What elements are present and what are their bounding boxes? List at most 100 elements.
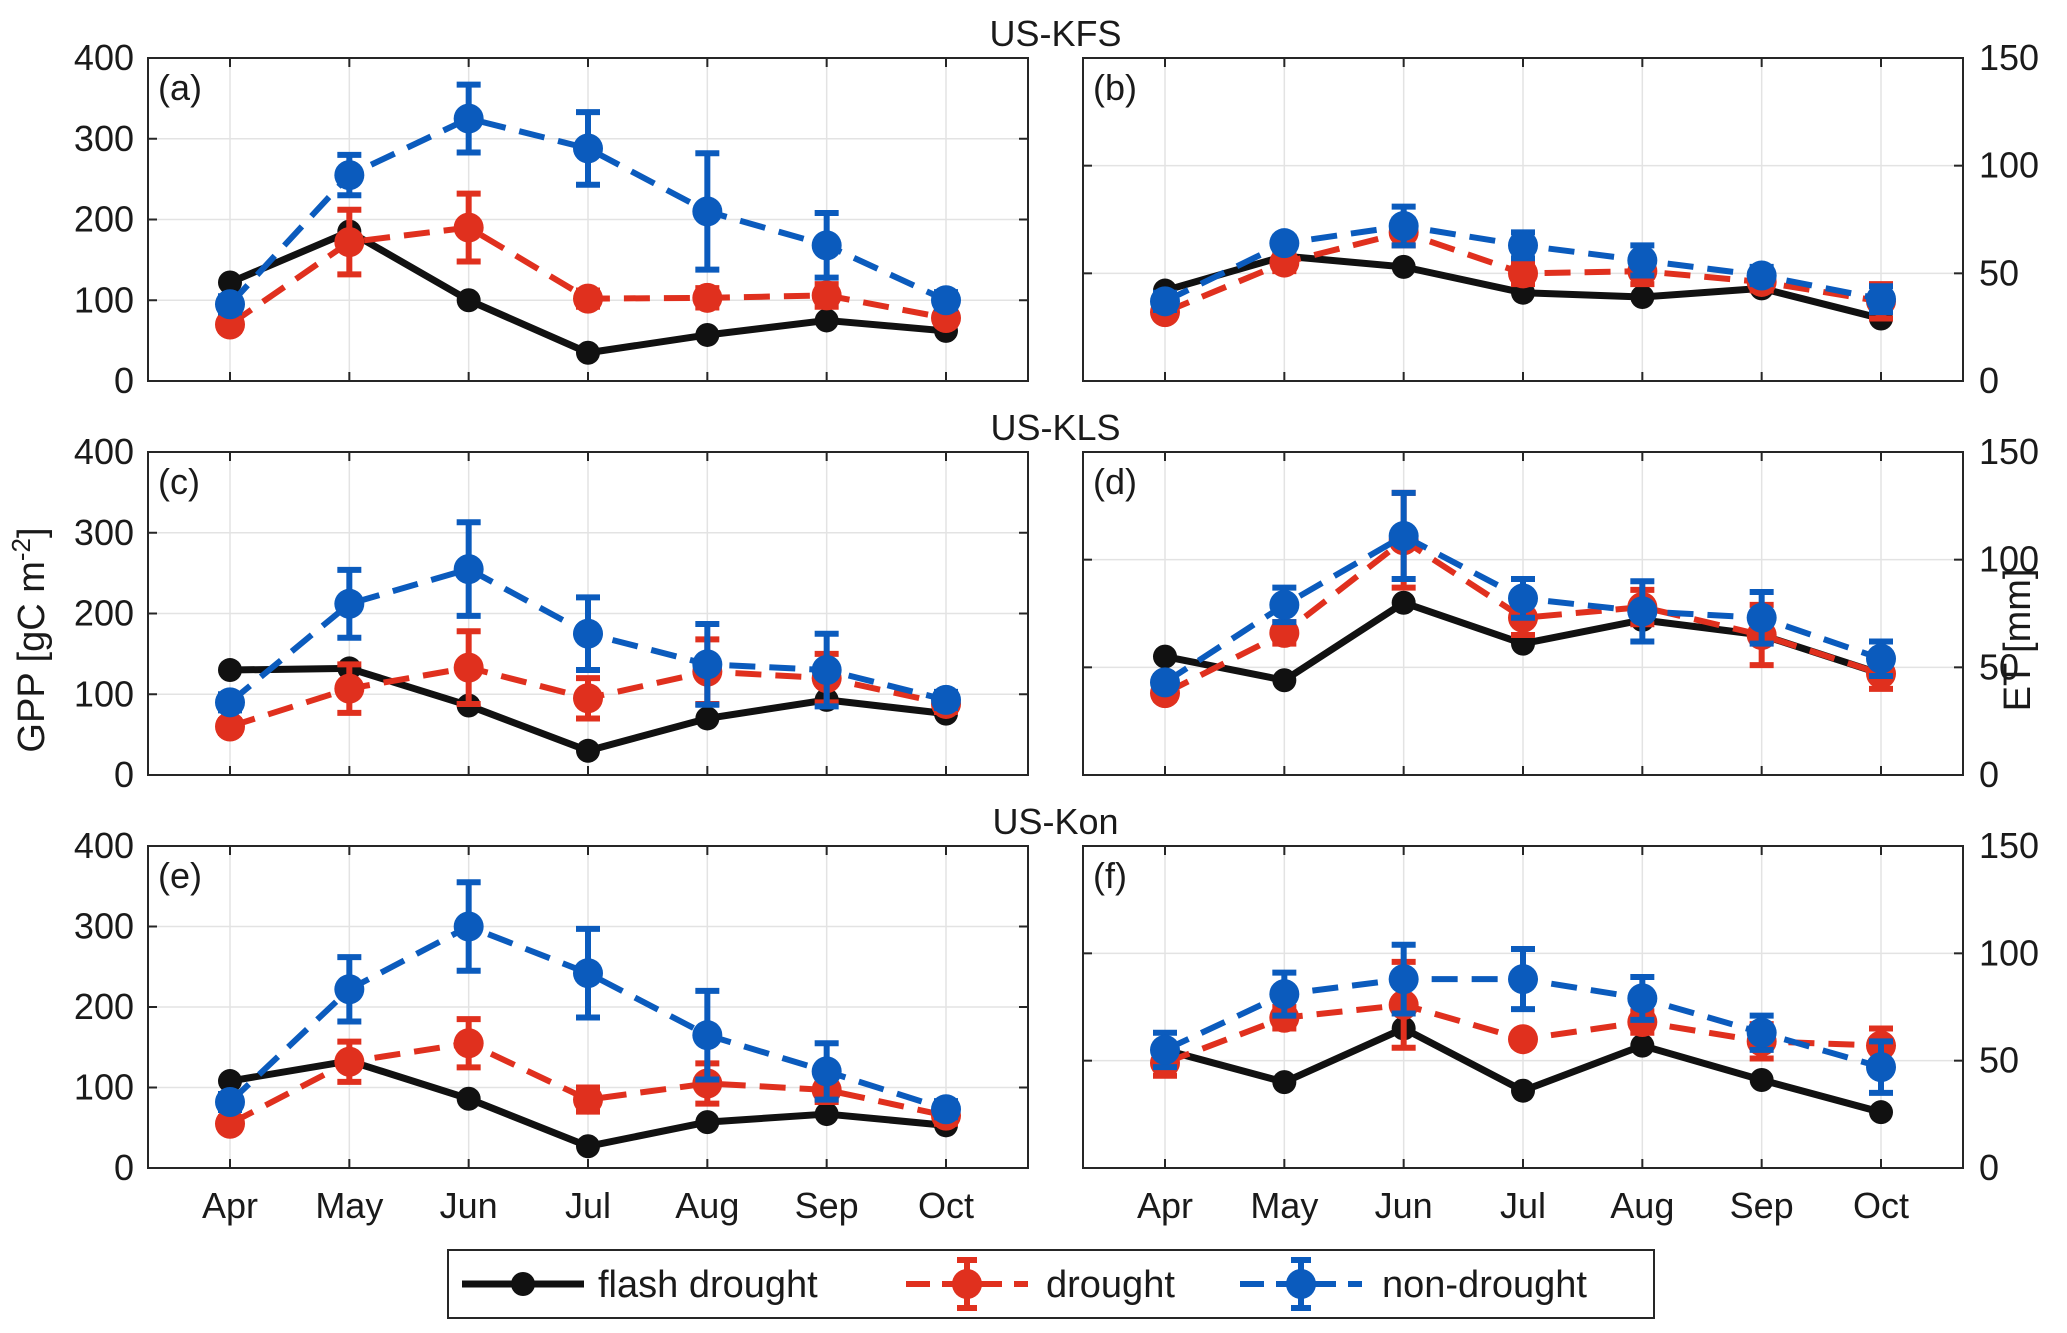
y-tick-label: 0 (114, 754, 134, 795)
series-drought (215, 190, 961, 340)
legend-label: flash drought (598, 1264, 818, 1306)
legend-marker (952, 1269, 982, 1299)
panel-label: (e) (158, 855, 202, 896)
nondrought-point (1746, 260, 1777, 291)
drought-point (334, 673, 365, 704)
x-tick-label: Jun (440, 1185, 498, 1226)
x-tick-label: Sep (795, 1185, 859, 1226)
x-tick-label: Apr (202, 1185, 258, 1226)
legend-box (447, 1249, 1655, 1319)
nondrought-point (573, 618, 603, 649)
series-nondrought (215, 879, 961, 1125)
flash-point (1272, 668, 1297, 693)
nondrought-point (453, 554, 484, 585)
nondrought-point (453, 911, 484, 942)
nondrought-point (692, 649, 723, 680)
flash-point (1391, 254, 1416, 279)
drought-point (453, 652, 484, 683)
drought-point (573, 283, 603, 314)
site-title: US-KLS (990, 407, 1120, 448)
nondrought-point (811, 655, 842, 686)
y-tick-label: 300 (74, 512, 134, 553)
nondrought-point (1388, 964, 1419, 995)
drought-point (573, 1084, 603, 1115)
flash-point (1391, 590, 1416, 615)
panel-label: (c) (158, 461, 200, 502)
panel-a: 0 100 200 300 400 (a) (74, 37, 1029, 401)
legend-label: non-drought (1382, 1264, 1587, 1306)
flash-point (576, 1134, 600, 1159)
legend-marker (511, 1272, 535, 1296)
nondrought-point (1866, 643, 1896, 674)
panel-label: (b) (1093, 67, 1137, 108)
x-tick-label: May (315, 1185, 383, 1226)
drought-point (215, 711, 245, 742)
y-tick-label: 400 (74, 37, 134, 78)
flash-point (218, 1069, 242, 1094)
y-tick-label: 200 (74, 593, 134, 634)
nondrought-point (334, 160, 365, 191)
flash-point (1272, 1070, 1297, 1095)
x-tick-label: May (1250, 1185, 1318, 1226)
nondrought-point (573, 958, 603, 989)
panel-label: (a) (158, 67, 202, 108)
flash-point (576, 340, 600, 365)
nondrought-point (1269, 589, 1300, 620)
y-tick-label: 300 (74, 906, 134, 947)
nondrought-point (1508, 583, 1538, 614)
y-tick-label: 0 (1979, 1147, 1999, 1188)
nondrought-point (1746, 602, 1777, 633)
y-tick-label: 0 (1979, 754, 1999, 795)
x-tick-label: Apr (1137, 1185, 1193, 1226)
y-tick-label: 50 (1979, 646, 2019, 687)
flash-point (218, 270, 242, 295)
y-tick-label: 100 (1979, 932, 2039, 973)
flash-point (576, 738, 600, 763)
x-tick-label: Aug (1610, 1185, 1674, 1226)
series-nondrought (1150, 941, 1896, 1096)
x-tick-label: Sep (1730, 1185, 1794, 1226)
nondrought-point (692, 196, 723, 227)
drought-point (692, 1068, 723, 1099)
y-tick-label: 100 (1979, 539, 2039, 580)
legend-item-drought: drought (906, 1257, 1175, 1311)
nondrought-point (215, 1086, 245, 1117)
y-tick-label: 50 (1979, 1040, 2019, 1081)
series-nondrought (215, 81, 961, 320)
panel-e: 0 100 200 300 400 Apr May Jun Jul Aug Sep Oct (e) (74, 825, 1029, 1226)
nondrought-point (692, 1020, 723, 1051)
nondrought-point (573, 133, 603, 164)
y-tick-label: 0 (114, 360, 134, 401)
right-y-axis-label: ET [mm] (1997, 569, 2039, 712)
nondrought-point (334, 974, 365, 1005)
x-tick-label: Aug (675, 1185, 739, 1226)
flash-point (695, 322, 720, 347)
y-tick-label: 100 (74, 1067, 134, 1108)
flash-point (814, 1102, 839, 1127)
left-y-axis-label: GPP [gC m-2] (6, 527, 53, 752)
nondrought-point (931, 684, 961, 715)
site-title: US-KFS (989, 13, 1121, 54)
flash-point (456, 288, 481, 313)
flash-point (695, 706, 720, 731)
nondrought-point (1269, 979, 1300, 1010)
panel-b: 0 50 100 150 (b) (1082, 37, 2039, 401)
series-nondrought (1150, 489, 1896, 698)
drought-point (573, 683, 603, 714)
drought-point (1508, 1024, 1538, 1055)
drought-point (453, 212, 484, 243)
drought-point (811, 280, 842, 311)
flash-point (1511, 1078, 1535, 1103)
nondrought-point (1150, 667, 1180, 698)
flash-point (456, 1086, 481, 1111)
nondrought-point (1150, 1034, 1180, 1065)
x-tick-label: Jul (565, 1185, 611, 1226)
flash-point (1630, 285, 1655, 310)
y-tick-label: 400 (74, 825, 134, 866)
y-tick-label: 150 (1979, 825, 2039, 866)
panel-d: 0 50 100 150 (d) (1082, 431, 2039, 795)
panel-f: 0 50 100 150 Apr May Jun Jul Aug Sep Oct (f) (1082, 825, 2039, 1226)
y-tick-label: 150 (1979, 431, 2039, 472)
nondrought-point (1388, 210, 1419, 241)
series-nondrought (1150, 203, 1896, 317)
